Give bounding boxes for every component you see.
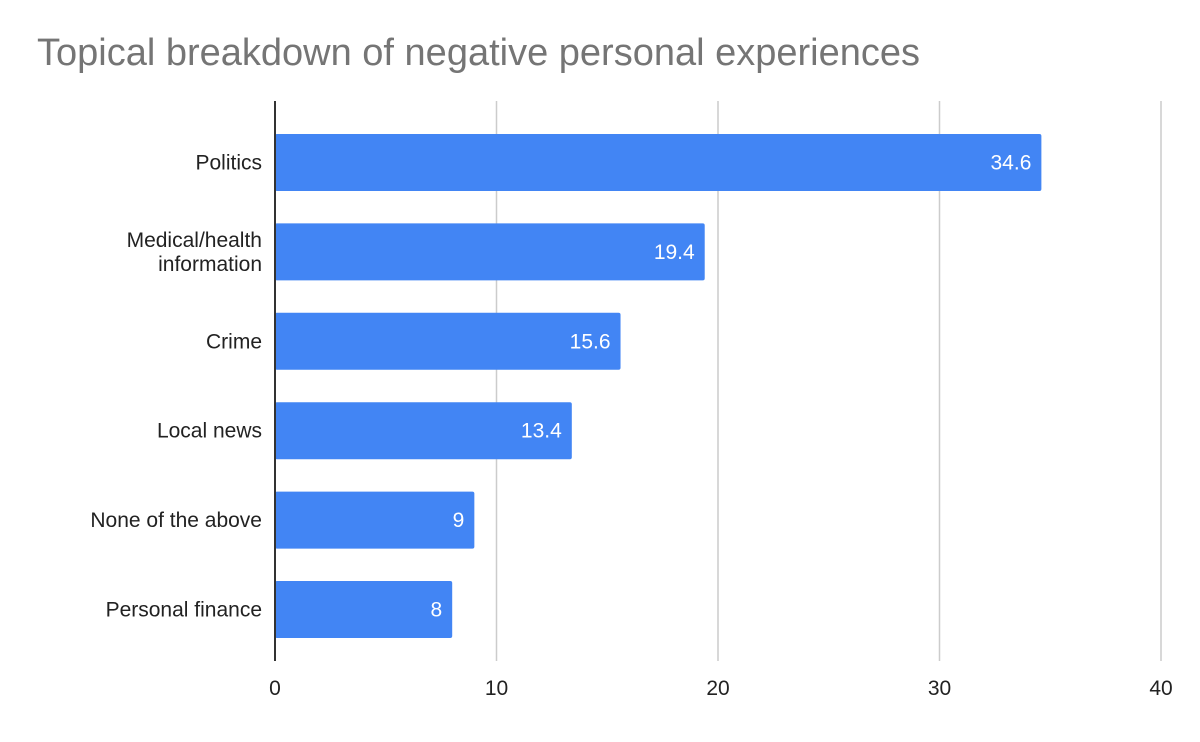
bar bbox=[275, 312, 621, 370]
bar bbox=[275, 134, 1042, 191]
data-label: 13.4 bbox=[521, 420, 562, 443]
bar bbox=[275, 223, 705, 281]
x-tick-label: 20 bbox=[706, 677, 729, 700]
bar bbox=[275, 402, 572, 460]
data-label: 34.6 bbox=[991, 152, 1032, 175]
data-label: 9 bbox=[453, 509, 465, 532]
category-label-line: information bbox=[158, 253, 262, 276]
category-label: Local news bbox=[157, 420, 262, 443]
bar bbox=[275, 581, 453, 638]
category-label: Politics bbox=[195, 152, 262, 175]
x-tick-label: 30 bbox=[928, 677, 951, 700]
bar bbox=[275, 491, 475, 549]
data-label: 8 bbox=[431, 599, 443, 622]
chart-title: Topical breakdown of negative personal e… bbox=[37, 32, 920, 74]
category-label-line: Personal finance bbox=[106, 599, 262, 622]
category-label-line: None of the above bbox=[90, 509, 262, 532]
category-label-line: Crime bbox=[206, 330, 262, 353]
x-tick-label: 0 bbox=[269, 677, 281, 700]
data-label: 15.6 bbox=[570, 330, 611, 353]
x-tick-label: 10 bbox=[485, 677, 508, 700]
category-label-line: Local news bbox=[157, 420, 262, 443]
category-label: Medical/health information bbox=[127, 229, 262, 276]
category-label: Personal finance bbox=[106, 599, 262, 622]
data-label: 19.4 bbox=[654, 241, 695, 264]
category-label: None of the above bbox=[90, 509, 262, 532]
category-label: Crime bbox=[206, 330, 262, 353]
x-tick-label: 40 bbox=[1149, 677, 1172, 700]
category-label-line: Politics bbox=[195, 152, 262, 175]
category-label-line: Medical/health bbox=[127, 229, 262, 252]
